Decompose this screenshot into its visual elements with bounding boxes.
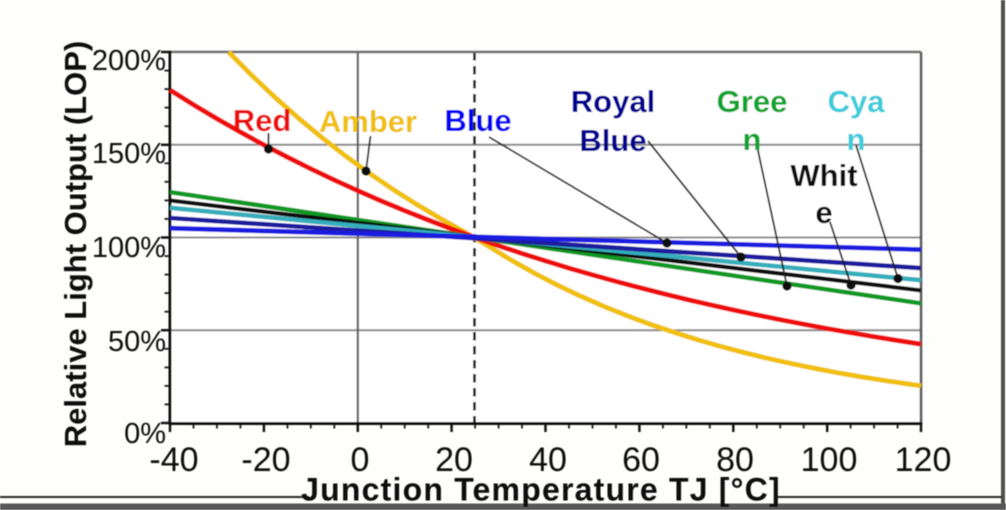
- svg-text:-20: -20: [241, 441, 290, 479]
- svg-text:Cya: Cya: [828, 84, 886, 119]
- svg-text:Gree: Gree: [717, 84, 788, 119]
- svg-text:100: 100: [801, 441, 858, 479]
- svg-text:20: 20: [435, 441, 473, 479]
- svg-text:200%: 200%: [92, 45, 166, 77]
- svg-text:Amber: Amber: [319, 104, 417, 139]
- svg-text:-40: -40: [149, 441, 198, 479]
- svg-text:120: 120: [895, 441, 952, 479]
- svg-text:n: n: [743, 122, 762, 157]
- svg-text:Royal: Royal: [571, 84, 655, 119]
- svg-text:Blue: Blue: [579, 123, 646, 158]
- svg-text:50%: 50%: [108, 326, 166, 358]
- svg-text:Junction Temperature TJ [°C]: Junction Temperature TJ [°C]: [301, 472, 781, 508]
- svg-text:60: 60: [622, 441, 660, 479]
- svg-text:Red: Red: [233, 103, 292, 138]
- svg-text:0%: 0%: [124, 418, 166, 450]
- svg-text:0: 0: [351, 441, 370, 479]
- svg-text:80: 80: [716, 441, 754, 479]
- svg-text:Blue: Blue: [444, 103, 511, 138]
- svg-text:Relative Light Output (LOP): Relative Light Output (LOP): [58, 41, 93, 447]
- svg-text:e: e: [815, 195, 832, 230]
- svg-text:100%: 100%: [92, 232, 166, 264]
- svg-text:40: 40: [529, 441, 567, 479]
- svg-text:Whit: Whit: [790, 158, 857, 193]
- svg-text:n: n: [847, 122, 866, 157]
- svg-text:150%: 150%: [92, 138, 166, 170]
